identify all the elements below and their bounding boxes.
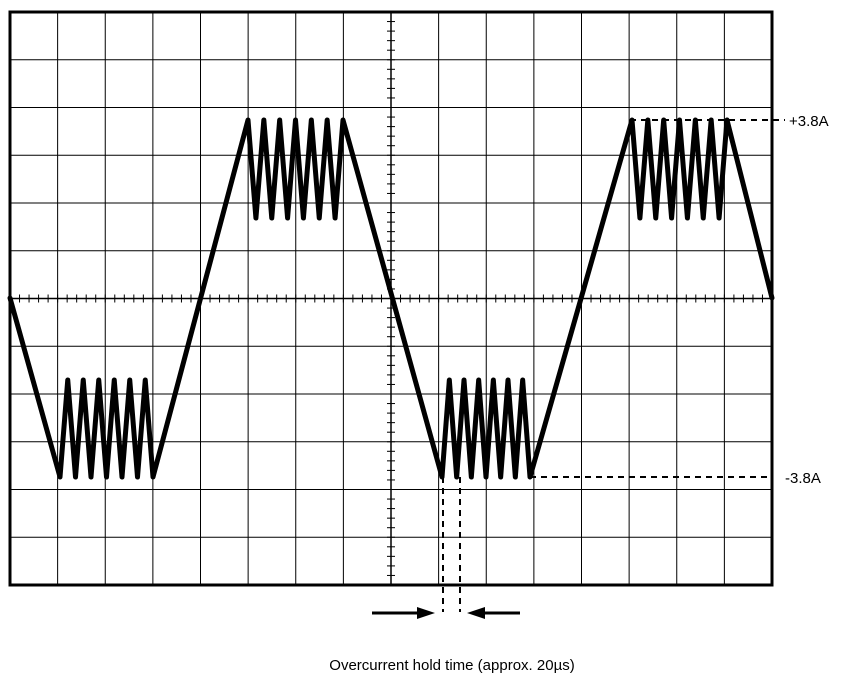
limit-markers: +3.8A -3.8A — [530, 113, 829, 487]
current-waveform — [7, 117, 775, 480]
hold-time-indicator: Overcurrent hold time (approx. 20µs) — [329, 477, 575, 674]
negative-limit-label: -3.8A — [785, 470, 821, 487]
positive-limit-label: +3.8A — [789, 113, 829, 130]
hold-time-label: Overcurrent hold time (approx. 20µs) — [329, 657, 574, 674]
right-pointing-arrow-icon — [372, 607, 435, 619]
left-pointing-arrow-icon — [467, 607, 520, 619]
